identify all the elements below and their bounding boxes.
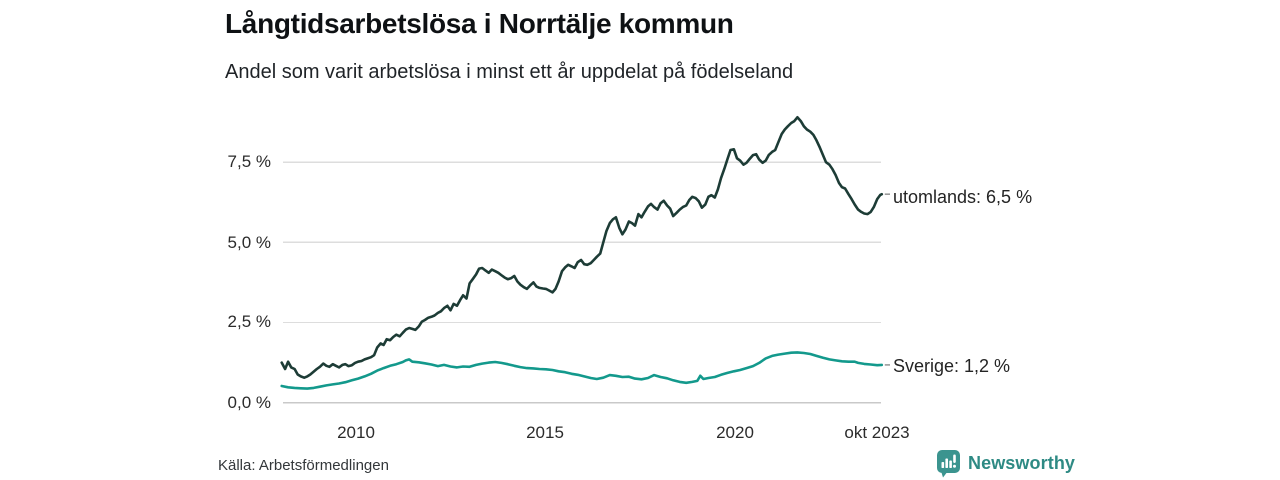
bar-chart-speech-bubble-icon: [936, 449, 961, 478]
y-tick-label-2-5: 2,5 %: [227, 312, 271, 331]
series-label-utomlands: utomlands: 6,5 %: [893, 187, 1033, 207]
y-tick-label-7-5: 7,5 %: [227, 152, 271, 171]
page-subtitle: Andel som varit arbetslösa i minst ett å…: [225, 61, 794, 83]
page-title: Långtidsarbetslösa i Norrtälje kommun: [225, 8, 734, 39]
brand-name: Newsworthy: [968, 453, 1076, 473]
series-line-sverige: [280, 351, 884, 390]
x-tick-label-2015: 2015: [526, 423, 564, 442]
series-label-sverige: Sverige: 1,2 %: [893, 356, 1011, 376]
x-tick-label-okt-2023: okt 2023: [844, 423, 910, 442]
x-tick-label-2010: 2010: [337, 423, 375, 442]
source-note: Källa: Arbetsförmedlingen: [218, 457, 389, 474]
y-tick-label-0: 0,0 %: [227, 393, 271, 412]
x-tick-label-2020: 2020: [716, 423, 754, 442]
y-tick-label-5-0: 5,0 %: [227, 233, 271, 252]
series-line-utomlands: [280, 116, 884, 380]
brand-logo: Newsworthy: [936, 449, 1075, 478]
